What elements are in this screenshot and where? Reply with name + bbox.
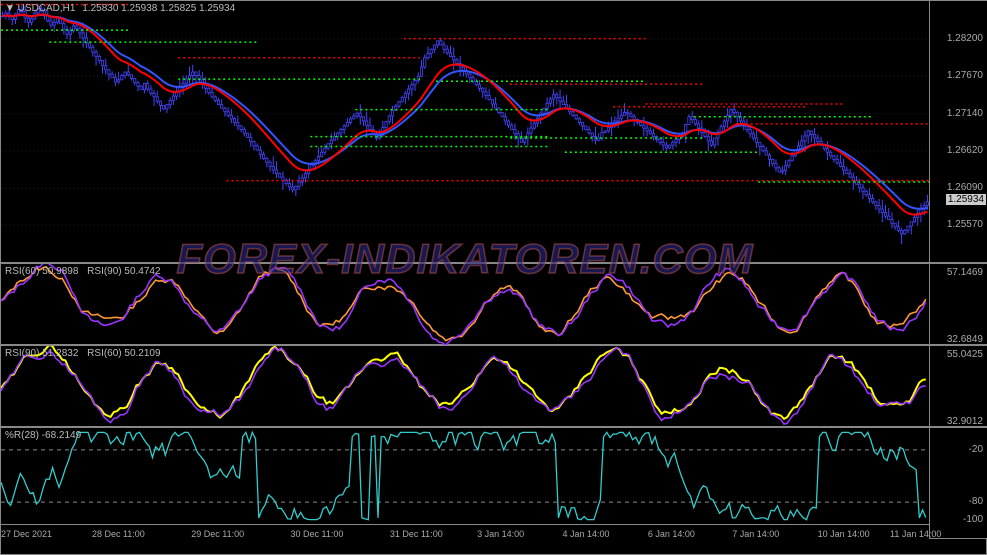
osc-tick: 32.6849 <box>947 334 983 345</box>
price-tick: 1.26090 <box>947 182 983 193</box>
rsi-panel-1: RSI(60) 50.9898 RSI(90) 50.4742 57.1469 3… <box>1 263 987 345</box>
time-tick: 4 Jan 14:00 <box>562 529 609 539</box>
price-tick: 1.25570 <box>947 219 983 230</box>
time-tick: 11 Jan 14:00 <box>890 529 941 539</box>
wr-header: %R(28) -68.2149 <box>5 430 81 441</box>
time-tick: 30 Dec 11:00 <box>291 529 344 539</box>
rsi1-label-a: RSI(60) 50.9898 <box>5 266 78 277</box>
wr-tick: -80 <box>969 496 983 507</box>
current-price-marker: 1.25934 <box>946 194 986 205</box>
time-axis: 27 Dec 2021 28 Dec 11:00 29 Dec 11:00 30 De… <box>1 524 929 540</box>
rsi1-header: RSI(60) 50.9898 RSI(90) 50.4742 <box>5 266 161 277</box>
rsi-panel-2: RSI(90) 51.2832 RSI(60) 50.2109 55.0425 3… <box>1 345 987 427</box>
price-tick: 1.27670 <box>947 70 983 81</box>
chart-container: ▼ USDCAD,H1 1.25830 1.25938 1.25825 1.25… <box>0 0 987 555</box>
price-tick: 1.26620 <box>947 145 983 156</box>
time-tick: 7 Jan 14:00 <box>732 529 779 539</box>
price-tick: 1.27140 <box>947 108 983 119</box>
osc-tick: 32.9012 <box>947 416 983 427</box>
rsi2-header: RSI(90) 51.2832 RSI(60) 50.2109 <box>5 348 161 359</box>
time-tick: 31 Dec 11:00 <box>390 529 443 539</box>
williams-r-panel: %R(28) -68.2149 -20 -80 -100 27 Dec 2021 28… <box>1 427 987 539</box>
main-y-axis: 1.28200 1.27670 1.27140 1.26620 1.26090 1.255… <box>929 1 987 262</box>
wr-tick: -20 <box>969 444 983 455</box>
wr-y-axis: -20 -80 -100 <box>929 428 987 538</box>
wr-tick: -100 <box>963 514 983 525</box>
wr-label: %R(28) -68.2149 <box>5 430 81 441</box>
rsi1-y-axis: 57.1469 32.6849 <box>929 264 987 344</box>
time-tick: 10 Jan 14:00 <box>818 529 870 539</box>
osc-tick: 57.1469 <box>947 267 983 278</box>
time-tick: 3 Jan 14:00 <box>477 529 524 539</box>
rsi1-label-b: RSI(90) 50.4742 <box>87 266 160 277</box>
time-tick: 6 Jan 14:00 <box>648 529 695 539</box>
symbol-label: ▼ USDCAD,H1 <box>5 3 75 14</box>
main-price-panel: ▼ USDCAD,H1 1.25830 1.25938 1.25825 1.25… <box>1 1 987 263</box>
rsi2-label-b: RSI(60) 50.2109 <box>87 348 160 359</box>
main-price-svg <box>1 1 929 263</box>
rsi2-y-axis: 55.0425 32.9012 <box>929 346 987 426</box>
time-tick: 27 Dec 2021 <box>1 529 52 539</box>
osc-tick: 55.0425 <box>947 349 983 360</box>
rsi2-label-a: RSI(90) 51.2832 <box>5 348 78 359</box>
ohlc-values: 1.25830 1.25938 1.25825 1.25934 <box>82 3 235 14</box>
symbol-header: ▼ USDCAD,H1 1.25830 1.25938 1.25825 1.25… <box>5 3 235 14</box>
time-tick: 28 Dec 11:00 <box>92 529 145 539</box>
wr-svg <box>1 428 929 524</box>
price-tick: 1.28200 <box>947 33 983 44</box>
time-tick: 29 Dec 11:00 <box>191 529 244 539</box>
